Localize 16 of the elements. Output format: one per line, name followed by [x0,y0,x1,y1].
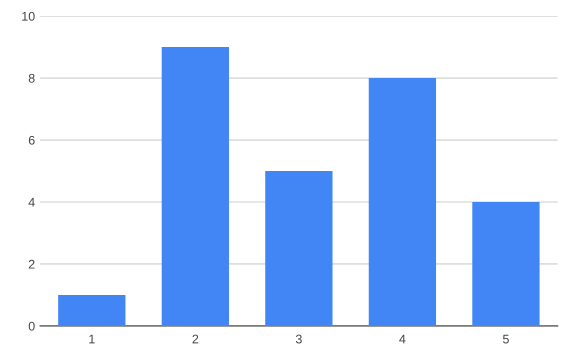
y-tick-label: 6 [28,136,35,145]
bar [265,171,333,326]
y-tick-label: 0 [28,322,35,331]
bar [472,202,540,326]
x-tick-label: 3 [296,334,302,344]
y-tick-label: 2 [28,260,35,269]
bar [58,294,126,326]
x-tick-label: 2 [192,334,198,344]
bar [368,78,436,326]
bar [162,47,229,326]
y-tick-label: 4 [28,198,35,207]
x-tick-label: 5 [502,334,509,344]
y-tick-label: 10 [22,12,35,21]
y-tick-label: 8 [28,74,35,83]
x-tick-label: 1 [89,334,95,344]
x-tick-label: 4 [399,334,406,344]
